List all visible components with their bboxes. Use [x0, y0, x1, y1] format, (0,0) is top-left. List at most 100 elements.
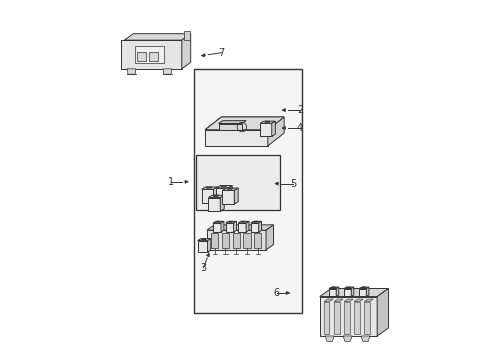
Polygon shape [121, 40, 182, 69]
Polygon shape [222, 190, 234, 204]
Polygon shape [213, 223, 221, 232]
Text: 5: 5 [289, 179, 295, 189]
Polygon shape [333, 299, 343, 302]
Bar [344, 302, 349, 334]
Polygon shape [328, 289, 336, 296]
Polygon shape [213, 195, 218, 197]
Polygon shape [344, 289, 350, 296]
Polygon shape [197, 239, 210, 240]
Polygon shape [265, 225, 273, 250]
Polygon shape [358, 289, 366, 296]
Polygon shape [207, 239, 210, 252]
Polygon shape [183, 31, 190, 40]
Polygon shape [208, 195, 224, 198]
Text: 1: 1 [167, 177, 174, 187]
Polygon shape [366, 287, 368, 296]
Polygon shape [204, 117, 284, 130]
Polygon shape [336, 287, 338, 296]
Polygon shape [204, 117, 284, 130]
Polygon shape [213, 187, 217, 203]
Polygon shape [216, 185, 232, 188]
Polygon shape [238, 221, 248, 223]
Polygon shape [216, 188, 228, 202]
Polygon shape [260, 123, 271, 136]
Polygon shape [221, 221, 224, 232]
Polygon shape [228, 185, 232, 202]
Polygon shape [344, 299, 352, 302]
Polygon shape [253, 221, 257, 222]
Polygon shape [218, 121, 245, 123]
Bar [196, 155, 280, 211]
Polygon shape [222, 188, 238, 190]
Polygon shape [376, 288, 387, 336]
Polygon shape [358, 287, 368, 289]
Polygon shape [328, 287, 338, 289]
Polygon shape [267, 117, 284, 146]
Polygon shape [218, 123, 242, 130]
Bar [135, 46, 163, 63]
Polygon shape [182, 34, 190, 69]
Polygon shape [319, 297, 376, 336]
Polygon shape [163, 69, 171, 74]
Polygon shape [216, 221, 220, 222]
Polygon shape [201, 187, 217, 189]
Polygon shape [220, 195, 224, 211]
Polygon shape [227, 188, 232, 189]
Text: 6: 6 [273, 288, 279, 298]
Polygon shape [264, 121, 269, 122]
Bar [222, 233, 228, 248]
Bar [333, 302, 339, 334]
Polygon shape [319, 288, 387, 297]
Polygon shape [208, 198, 220, 211]
Polygon shape [353, 299, 363, 302]
Polygon shape [245, 221, 248, 232]
Bar [364, 302, 369, 334]
Polygon shape [233, 221, 236, 232]
Bar [194, 69, 301, 313]
Polygon shape [201, 189, 213, 203]
Polygon shape [197, 240, 207, 252]
Polygon shape [325, 336, 333, 341]
Polygon shape [350, 287, 353, 296]
Bar [148, 52, 158, 61]
Polygon shape [238, 223, 245, 232]
Text: 2: 2 [296, 105, 303, 115]
Polygon shape [250, 223, 258, 232]
Bar [324, 302, 329, 334]
Text: 4: 4 [296, 123, 303, 133]
Polygon shape [344, 287, 353, 289]
Polygon shape [213, 221, 224, 223]
Polygon shape [241, 221, 244, 222]
Bar [211, 233, 218, 248]
Polygon shape [206, 187, 211, 188]
Bar [243, 233, 250, 248]
Bar [137, 52, 145, 61]
Polygon shape [364, 299, 372, 302]
Polygon shape [324, 299, 332, 302]
Polygon shape [225, 223, 233, 232]
Bar [232, 233, 239, 248]
Bar [254, 233, 261, 248]
Polygon shape [225, 221, 236, 223]
Polygon shape [234, 188, 238, 204]
Polygon shape [228, 221, 232, 222]
Polygon shape [201, 239, 206, 240]
Text: 7: 7 [218, 48, 224, 58]
Polygon shape [258, 221, 261, 232]
Polygon shape [206, 225, 273, 230]
Polygon shape [250, 221, 261, 223]
Polygon shape [271, 121, 275, 136]
Polygon shape [221, 185, 226, 187]
Text: 3: 3 [200, 263, 206, 273]
Polygon shape [204, 130, 267, 146]
Polygon shape [360, 336, 369, 341]
Polygon shape [361, 287, 365, 288]
Bar [353, 302, 359, 334]
Polygon shape [343, 336, 351, 341]
Polygon shape [331, 287, 335, 288]
Polygon shape [260, 121, 275, 123]
Polygon shape [206, 230, 265, 250]
Polygon shape [346, 287, 350, 288]
Polygon shape [124, 34, 190, 40]
Polygon shape [127, 69, 136, 74]
